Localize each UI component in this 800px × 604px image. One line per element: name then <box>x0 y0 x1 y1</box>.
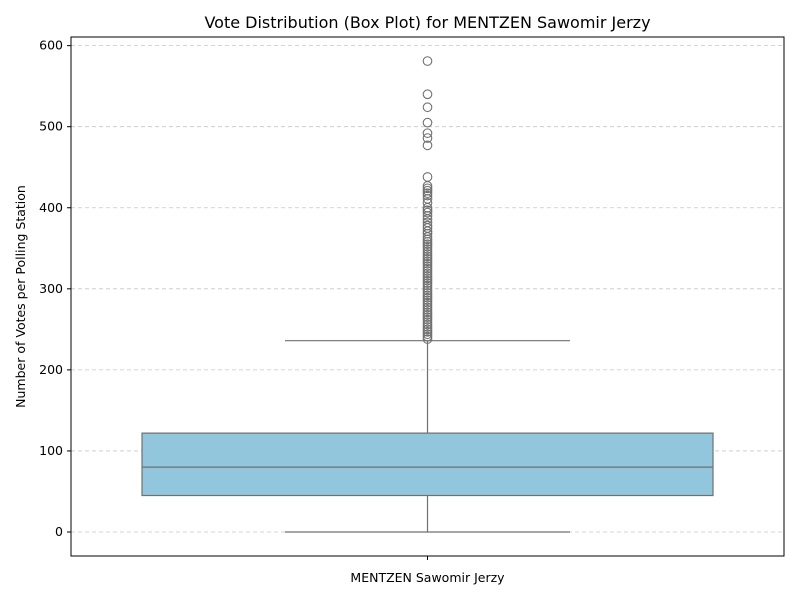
outlier-point <box>422 56 433 66</box>
outlier-point <box>422 263 433 274</box>
y-axis-label: Number of Votes per Polling Station <box>13 185 28 408</box>
outlier-point <box>422 190 433 201</box>
outlier-point <box>422 198 433 208</box>
y-tick-label: 500 <box>39 119 63 134</box>
outlier-point <box>422 268 433 279</box>
y-tick-label: 100 <box>39 443 63 458</box>
tick-layer: 0 100 200 300 400 500 600 <box>39 38 428 560</box>
outlier-point <box>422 181 433 191</box>
outlier-point <box>422 207 433 218</box>
outlier-point <box>422 329 433 340</box>
outlier-point <box>422 258 433 269</box>
outlier-point <box>422 188 433 199</box>
outlier-point <box>422 314 433 325</box>
outlier-layer <box>422 56 433 344</box>
outlier-point <box>422 140 433 151</box>
outlier-point <box>422 256 433 267</box>
outlier-point <box>422 295 433 306</box>
x-category-label: MENTZEN Sawomir Jerzy <box>350 570 505 585</box>
outlier-point <box>422 302 433 313</box>
outlier-point <box>422 241 433 252</box>
outlier-point <box>422 297 433 308</box>
outlier-point <box>422 244 433 254</box>
outlier-point <box>422 251 433 262</box>
outlier-point <box>422 275 433 286</box>
outlier-point <box>422 280 433 291</box>
outlier-point <box>422 211 433 221</box>
outlier-point <box>422 312 433 323</box>
y-tick-label: 300 <box>39 281 63 296</box>
outlier-point <box>422 253 433 264</box>
outlier-point <box>422 307 433 318</box>
outlier-point <box>422 309 433 320</box>
iqr-box <box>141 432 714 497</box>
outlier-point <box>422 334 433 344</box>
outlier-point <box>422 128 433 139</box>
outlier-point <box>422 278 433 288</box>
y-tick-label: 600 <box>39 38 63 53</box>
chart-title: Vote Distribution (Box Plot) for MENTZEN… <box>204 13 650 32</box>
outlier-point <box>422 324 433 335</box>
outlier-point <box>422 292 433 303</box>
outlier-point <box>422 317 433 327</box>
outlier-point <box>422 261 433 271</box>
outlier-point <box>422 283 433 293</box>
outlier-point <box>422 326 433 337</box>
outlier-point <box>422 273 433 284</box>
outlier-point <box>422 249 433 259</box>
outlier-point <box>422 172 433 182</box>
outlier-point <box>422 285 433 296</box>
outlier-point <box>422 246 433 257</box>
outlier-point <box>422 266 433 276</box>
y-tick-label: 400 <box>39 200 63 215</box>
outlier-point <box>422 239 433 250</box>
outlier-point <box>422 305 433 315</box>
outlier-point <box>422 331 433 342</box>
outlier-point <box>422 288 433 298</box>
outlier-point <box>422 89 433 100</box>
outlier-point <box>422 102 433 113</box>
outlier-point <box>422 133 433 143</box>
outlier-point <box>422 183 433 194</box>
outlier-point <box>422 236 433 247</box>
outlier-point <box>422 271 433 281</box>
outlier-point <box>422 117 433 128</box>
y-tick-label: 200 <box>39 362 63 377</box>
outlier-point <box>422 322 433 332</box>
outlier-point <box>422 319 433 330</box>
y-tick-label: 0 <box>55 524 63 539</box>
box-layer <box>141 340 714 533</box>
outlier-point <box>422 232 433 242</box>
outlier-point <box>422 290 433 301</box>
outlier-point <box>422 234 433 245</box>
outlier-point <box>422 300 433 310</box>
